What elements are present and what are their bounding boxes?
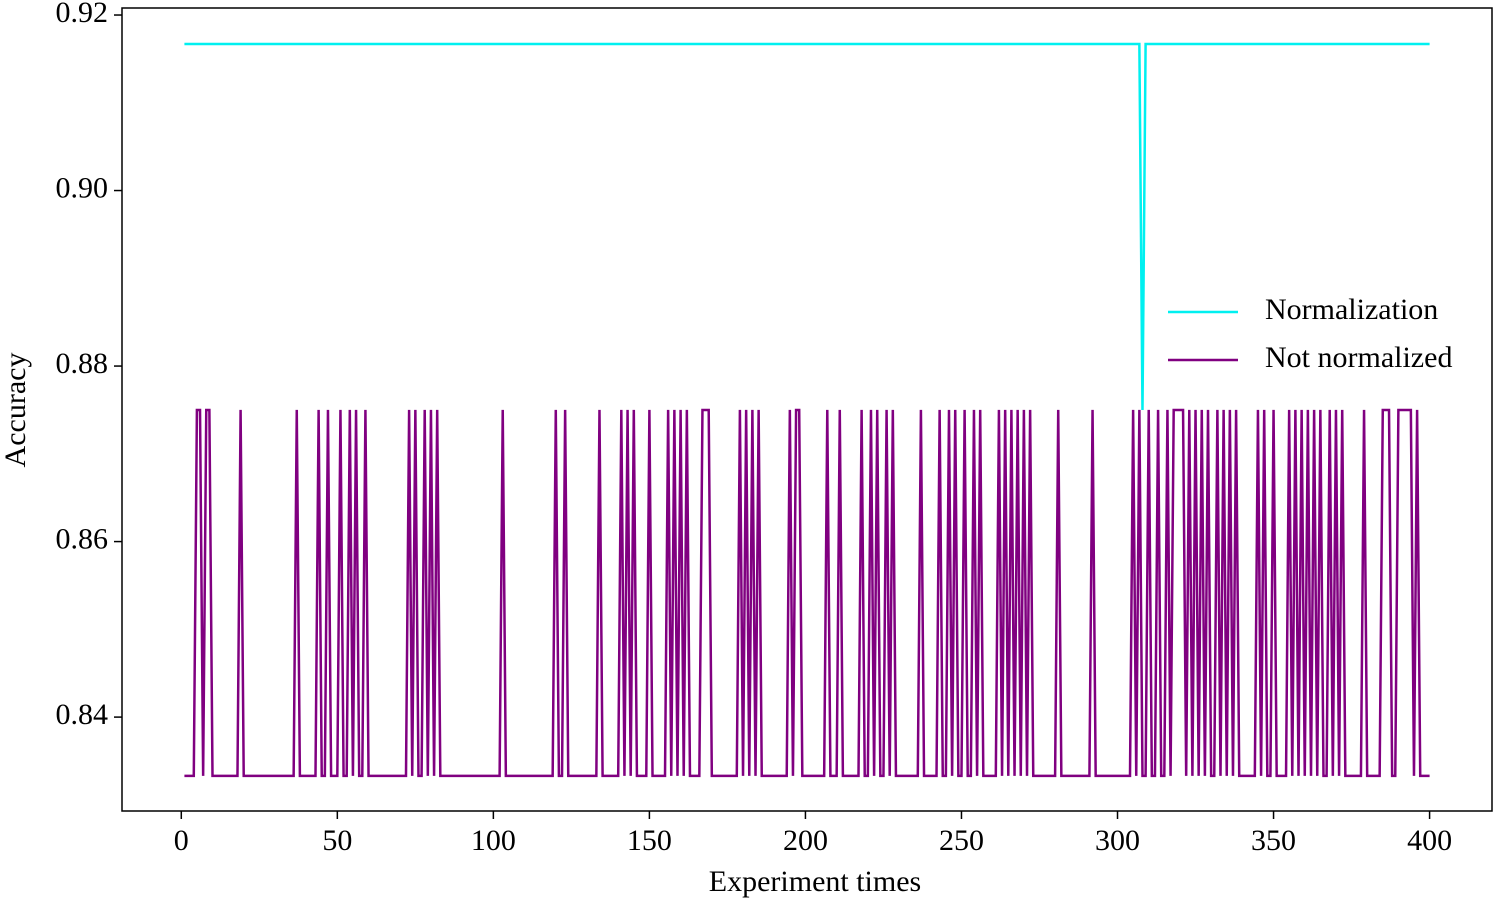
line-series xyxy=(184,42,1430,410)
x-tick-label: 200 xyxy=(783,824,828,857)
y-axis-label: Accuracy xyxy=(0,353,32,468)
legend-label: Normalization xyxy=(1265,293,1438,326)
x-tick-label: 150 xyxy=(627,824,672,857)
line-series xyxy=(184,408,1430,778)
x-tick-label: 250 xyxy=(939,824,984,857)
y-tick-label: 0.86 xyxy=(56,522,109,555)
plot-frame xyxy=(121,7,1493,812)
y-tick-label: 0.88 xyxy=(56,347,109,380)
y-tick-label: 0.84 xyxy=(56,698,109,731)
legend-label: Not normalized xyxy=(1265,341,1452,374)
y-tick-label: 0.92 xyxy=(56,0,109,29)
y-tick-label: 0.90 xyxy=(56,171,109,204)
x-axis-label: Experiment times xyxy=(709,865,921,898)
x-tick-label: 100 xyxy=(471,824,516,857)
x-tick-label: 300 xyxy=(1095,824,1140,857)
x-tick-label: 350 xyxy=(1251,824,1296,857)
x-tick-label: 0 xyxy=(174,824,189,857)
x-tick-label: 400 xyxy=(1407,824,1452,857)
x-tick-label: 50 xyxy=(322,824,352,857)
